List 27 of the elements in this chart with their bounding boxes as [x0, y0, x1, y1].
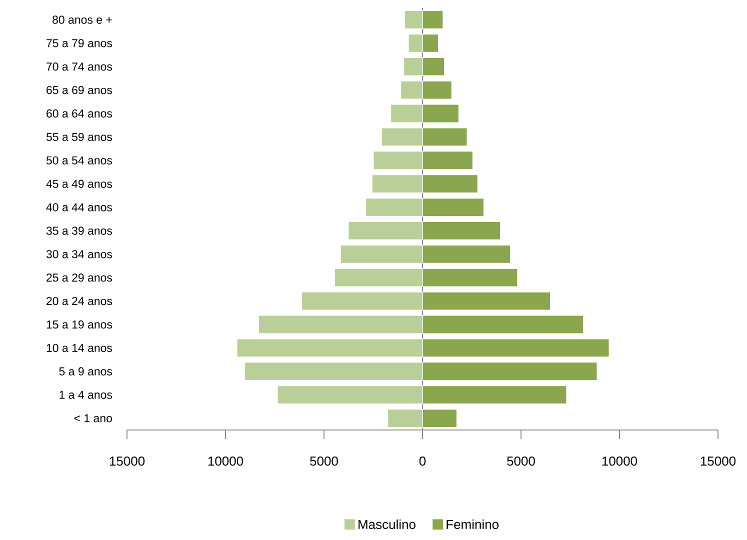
y-tick-label: 70 a 74 anos — [46, 62, 112, 71]
y-tick-label: 15 a 19 anos — [46, 320, 112, 329]
x-tick-label: 5000 — [310, 456, 338, 466]
y-tick-label: < 1 ano — [74, 414, 112, 422]
y-tick-label: 5 a 9 anos — [59, 367, 112, 376]
x-tick-label: 10000 — [208, 456, 244, 466]
y-tick-label: 35 a 39 anos — [46, 226, 112, 235]
y-tick-label: 75 a 79 anos — [46, 39, 112, 48]
x-tick-label: 15000 — [110, 456, 145, 466]
x-tick-label: 0 — [419, 456, 426, 466]
x-tick-label: 15000 — [700, 456, 736, 466]
y-tick-label: 60 a 64 anos — [46, 109, 112, 118]
x-tick-label: 5000 — [507, 456, 535, 466]
x-tick-label: 10000 — [602, 456, 638, 466]
y-tick-label: 25 a 29 anos — [46, 274, 112, 282]
y-tick-label: 65 a 69 anos — [46, 86, 112, 94]
legend-label: Feminino — [446, 519, 499, 530]
y-tick-label: 10 a 14 anos — [46, 344, 112, 352]
y-tick-label: 55 a 59 anos — [46, 132, 112, 142]
y-tick-label: 30 a 34 anos — [46, 250, 112, 258]
y-tick-label: 40 a 44 anos — [46, 203, 112, 212]
y-tick-label: 45 a 49 anos — [46, 180, 112, 188]
legend-label: Masculino — [358, 519, 416, 530]
y-tick-label: 20 a 24 anos — [46, 296, 112, 306]
y-tick-label: 80 anos e + — [52, 16, 112, 24]
y-tick-label: 1 a 4 anos — [60, 390, 112, 399]
y-tick-label: 50 a 54 anos — [46, 156, 112, 164]
